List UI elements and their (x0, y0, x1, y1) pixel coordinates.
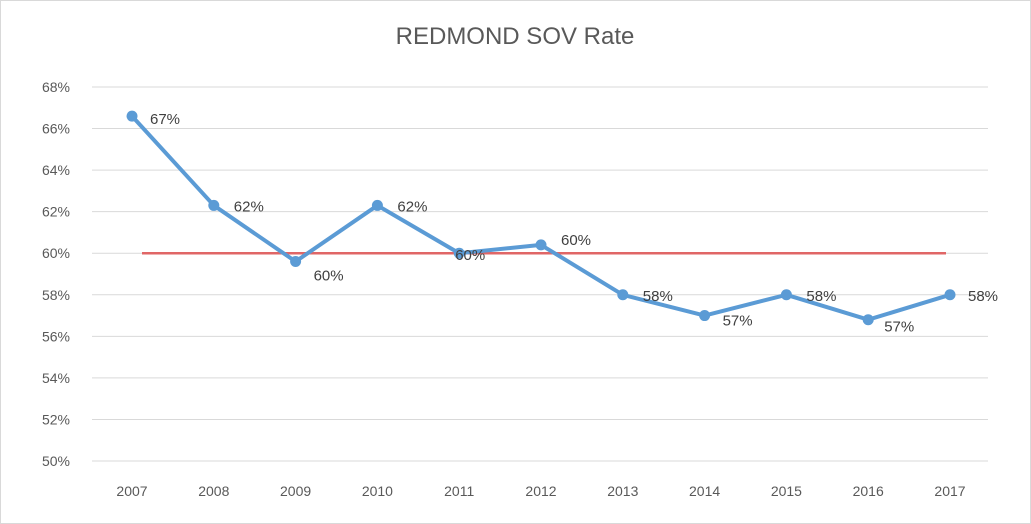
x-axis-tick-labels: 2007 2008 2009 2010 2011 2012 2013 2014 2015 2016… (116, 483, 965, 499)
data-point (862, 314, 874, 326)
x-tick-label: 2009 (280, 483, 311, 499)
x-tick-label: 2011 (444, 483, 474, 499)
y-tick-label: 50% (42, 453, 70, 469)
data-label: 57% (884, 319, 914, 336)
data-label: 58% (968, 288, 998, 305)
data-label: 62% (397, 198, 427, 215)
gridlines (92, 86, 988, 462)
x-tick-label: 2010 (362, 483, 393, 499)
y-tick-label: 56% (42, 328, 70, 344)
x-tick-label: 2016 (853, 483, 884, 499)
y-tick-label: 66% (42, 121, 70, 137)
data-label: 67% (150, 111, 180, 128)
data-label: 60% (314, 268, 344, 285)
data-point (453, 247, 465, 259)
data-point (699, 310, 711, 322)
x-tick-label: 2015 (771, 483, 802, 499)
x-tick-label: 2014 (689, 483, 720, 499)
data-point (617, 289, 629, 301)
y-axis-tick-labels: 50% 52% 54% 56% 58% 60% 62% 64% 66% 68% (42, 79, 70, 469)
data-label: 58% (643, 288, 673, 305)
x-tick-label: 2007 (116, 483, 147, 499)
data-point (208, 199, 220, 211)
data-point (944, 289, 956, 301)
data-point (535, 239, 547, 251)
data-label: 58% (806, 288, 836, 305)
y-tick-label: 54% (42, 370, 70, 386)
x-tick-label: 2017 (934, 483, 965, 499)
y-tick-label: 58% (42, 287, 70, 303)
data-point (371, 199, 383, 211)
y-tick-label: 64% (42, 162, 70, 178)
y-tick-label: 52% (42, 411, 70, 427)
data-label: 60% (455, 247, 485, 264)
y-tick-label: 68% (42, 79, 70, 95)
series-group (126, 110, 956, 326)
x-tick-label: 2012 (525, 483, 556, 499)
data-point (126, 110, 138, 122)
y-tick-label: 60% (42, 245, 70, 261)
data-label: 60% (561, 232, 591, 249)
data-point (780, 289, 792, 301)
data-label: 57% (723, 313, 753, 330)
data-labels: 67% 62% 60% 62% 60% 60% 58% 57% 58% 57% 58% (150, 111, 998, 336)
x-tick-label: 2008 (198, 483, 229, 499)
data-point (290, 256, 302, 268)
chart-title: REDMOND SOV Rate (396, 23, 635, 50)
y-tick-label: 62% (42, 204, 70, 220)
data-label: 62% (234, 198, 264, 215)
x-tick-label: 2013 (607, 483, 638, 499)
